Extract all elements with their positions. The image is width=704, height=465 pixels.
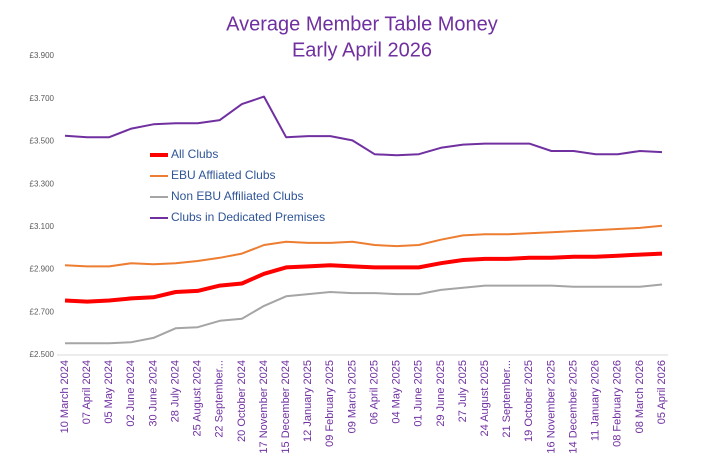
- x-tick-label: 21 September...: [501, 360, 513, 438]
- x-tick-label: 05 May 2024: [103, 360, 115, 424]
- y-tick-label: £3.700: [30, 94, 55, 103]
- x-tick-label: 24 August 2025: [479, 360, 491, 436]
- x-tick-label: 02 June 2024: [125, 360, 137, 427]
- y-tick-label: £2.500: [30, 350, 55, 359]
- x-tick-label: 10 March 2024: [59, 360, 71, 433]
- x-tick-label: 20 October 2024: [236, 360, 248, 442]
- y-tick-label: £2.900: [30, 265, 55, 274]
- x-tick-label: 14 December 2025: [567, 360, 579, 454]
- x-tick-label: 11 January 2026: [590, 360, 602, 441]
- x-tick-label: 27 July 2025: [457, 360, 469, 422]
- x-tick-label: 22 September...: [214, 360, 226, 438]
- y-tick-label: £3.300: [30, 179, 55, 188]
- x-tick-label: 16 November 2025: [545, 360, 557, 454]
- series-line: [64, 95, 663, 157]
- legend-label: All Clubs: [171, 147, 218, 161]
- legend-label: EBU Affliated Clubs: [171, 168, 276, 182]
- x-tick-label: 19 October 2025: [523, 360, 535, 442]
- x-tick-label: 30 June 2024: [147, 360, 159, 427]
- x-tick-label: 06 April 2025: [368, 360, 380, 424]
- y-tick-label: £3.500: [30, 137, 55, 146]
- x-tick-label: 08 February 2026: [612, 360, 624, 447]
- series-line: [64, 251, 663, 304]
- series-line: [64, 224, 663, 268]
- series-line: [65, 283, 663, 345]
- x-tick-label: 29 June 2025: [435, 360, 447, 427]
- x-tick-label: 09 March 2025: [346, 360, 358, 433]
- chart-subtitle: Early April 2026: [292, 39, 432, 61]
- x-tick-label: 07 April 2024: [81, 360, 93, 424]
- x-tick-label: 09 February 2025: [324, 360, 336, 447]
- legend-label: Clubs in Dedicated Premises: [171, 210, 325, 224]
- chart-title: Average Member Table Money: [226, 13, 498, 35]
- y-tick-label: £2.700: [30, 307, 55, 316]
- x-tick-label: 17 November 2024: [258, 360, 270, 454]
- y-tick-label: £3.100: [30, 222, 55, 231]
- x-tick-label: 05 April 2026: [656, 360, 668, 424]
- x-tick-label: 25 August 2024: [192, 360, 204, 436]
- x-tick-label: 04 May 2025: [391, 360, 403, 424]
- x-tick-label: 08 March 2026: [634, 360, 646, 433]
- y-tick-label: £3.900: [30, 51, 55, 60]
- legend-label: Non EBU Affiliated Clubs: [171, 189, 304, 203]
- x-tick-label: 01 June 2025: [413, 360, 425, 427]
- x-tick-label: 15 December 2024: [280, 360, 292, 454]
- x-tick-label: 28 July 2024: [169, 360, 181, 422]
- x-tick-label: 12 January 2025: [302, 360, 314, 442]
